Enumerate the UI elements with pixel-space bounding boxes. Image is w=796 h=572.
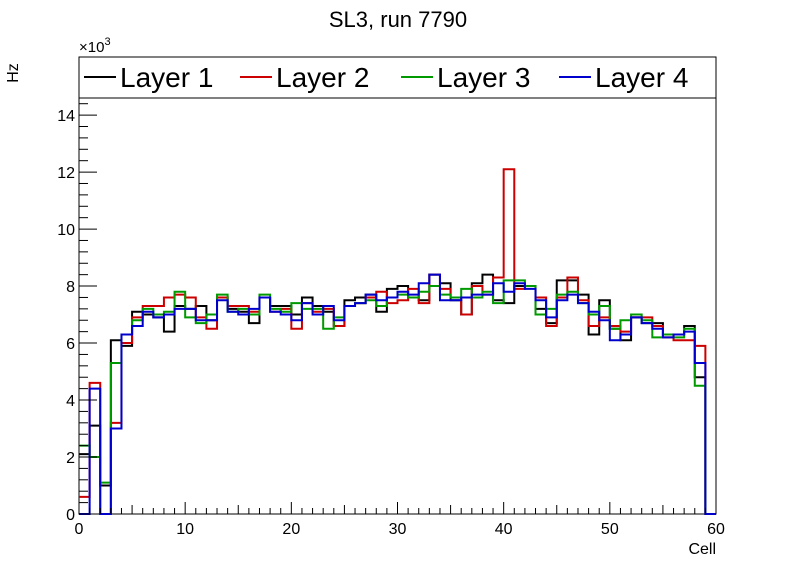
- y-axis-label: Hz: [5, 63, 22, 83]
- y-tick-label: 0: [66, 507, 75, 524]
- y-tick-label: 4: [66, 393, 75, 410]
- x-tick-label: 20: [282, 521, 300, 538]
- chart-title: SL3, run 7790: [329, 7, 467, 32]
- y-multiplier-base: ×10: [79, 39, 104, 56]
- y-tick-label: 8: [66, 279, 75, 296]
- y-multiplier-exponent: 3: [104, 36, 110, 48]
- x-axis-label: Cell: [688, 541, 716, 558]
- legend-label-layer-4: Layer 4: [595, 62, 688, 93]
- legend-label-layer-3: Layer 3: [437, 62, 530, 93]
- x-tick-label: 40: [495, 521, 513, 538]
- y-tick-label: 12: [57, 165, 75, 182]
- series-line-layer-4: [79, 273, 716, 515]
- legend-label-layer-2: Layer 2: [276, 62, 369, 93]
- x-tick-label: 50: [601, 521, 619, 538]
- x-tick-label: 0: [75, 521, 84, 538]
- y-tick-label: 2: [66, 450, 75, 467]
- x-tick-label: 30: [389, 521, 407, 538]
- legend-label-layer-1: Layer 1: [120, 62, 213, 93]
- y-tick-label: 10: [57, 222, 75, 239]
- x-tick-label: 10: [176, 521, 194, 538]
- y-tick-label: 6: [66, 336, 75, 353]
- legend-box: [78, 56, 717, 99]
- y-multiplier-label: ×103: [79, 36, 111, 56]
- y-tick-label: 14: [57, 108, 75, 125]
- x-tick-label: 60: [707, 521, 725, 538]
